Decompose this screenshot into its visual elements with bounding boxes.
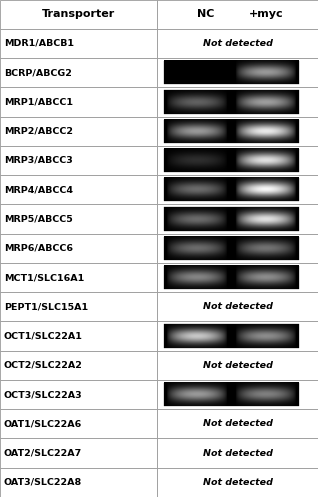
- Bar: [157, 204, 318, 234]
- Bar: [0, 409, 157, 438]
- Bar: [0, 263, 157, 292]
- Bar: [157, 380, 318, 409]
- Bar: [0, 58, 157, 87]
- Bar: [157, 175, 318, 204]
- Bar: [0, 117, 157, 146]
- Text: OCT1/SLC22A1: OCT1/SLC22A1: [4, 331, 83, 340]
- Text: MRP3/ABCC3: MRP3/ABCC3: [4, 156, 73, 165]
- Bar: [164, 120, 299, 143]
- Bar: [157, 438, 318, 468]
- Text: OAT3/SLC22A8: OAT3/SLC22A8: [4, 478, 82, 487]
- Bar: [157, 263, 318, 292]
- Bar: [164, 90, 299, 114]
- Text: Transporter: Transporter: [42, 9, 115, 19]
- Bar: [157, 0, 318, 29]
- Text: Not detected: Not detected: [203, 302, 273, 311]
- Bar: [0, 438, 157, 468]
- Text: OAT1/SLC22A6: OAT1/SLC22A6: [4, 419, 82, 428]
- Text: MRP1/ABCC1: MRP1/ABCC1: [4, 97, 73, 106]
- Bar: [164, 61, 299, 84]
- Text: BCRP/ABCG2: BCRP/ABCG2: [4, 68, 72, 77]
- Text: MRP2/ABCC2: MRP2/ABCC2: [4, 127, 73, 136]
- Text: Not detected: Not detected: [203, 449, 273, 458]
- Bar: [0, 204, 157, 234]
- Bar: [0, 380, 157, 409]
- Text: Not detected: Not detected: [203, 419, 273, 428]
- Bar: [164, 178, 299, 201]
- Bar: [164, 266, 299, 289]
- Bar: [164, 237, 299, 260]
- Bar: [157, 292, 318, 322]
- Text: MDR1/ABCB1: MDR1/ABCB1: [4, 39, 74, 48]
- Bar: [164, 325, 299, 348]
- Bar: [157, 58, 318, 87]
- Bar: [0, 292, 157, 322]
- Text: MRP4/ABCC4: MRP4/ABCC4: [4, 185, 73, 194]
- Bar: [157, 234, 318, 263]
- Bar: [157, 468, 318, 497]
- Bar: [0, 468, 157, 497]
- Bar: [157, 351, 318, 380]
- Text: Not detected: Not detected: [203, 39, 273, 48]
- Bar: [0, 87, 157, 117]
- Bar: [164, 149, 299, 172]
- Text: OCT3/SLC22A3: OCT3/SLC22A3: [4, 390, 82, 399]
- Bar: [0, 351, 157, 380]
- Text: Not detected: Not detected: [203, 478, 273, 487]
- Text: MRP6/ABCC6: MRP6/ABCC6: [4, 244, 73, 253]
- Text: PEPT1/SLC15A1: PEPT1/SLC15A1: [4, 302, 88, 311]
- Text: OAT2/SLC22A7: OAT2/SLC22A7: [4, 449, 82, 458]
- Bar: [0, 146, 157, 175]
- Text: +myc: +myc: [249, 9, 284, 19]
- Bar: [157, 29, 318, 58]
- Bar: [0, 175, 157, 204]
- Bar: [164, 383, 299, 406]
- Text: NC: NC: [197, 9, 214, 19]
- Bar: [157, 87, 318, 117]
- Bar: [157, 146, 318, 175]
- Bar: [0, 29, 157, 58]
- Bar: [0, 322, 157, 351]
- Bar: [0, 0, 157, 29]
- Bar: [157, 409, 318, 438]
- Bar: [164, 207, 299, 231]
- Text: Not detected: Not detected: [203, 361, 273, 370]
- Bar: [0, 234, 157, 263]
- Text: MCT1/SLC16A1: MCT1/SLC16A1: [4, 273, 84, 282]
- Text: OCT2/SLC22A2: OCT2/SLC22A2: [4, 361, 83, 370]
- Bar: [157, 117, 318, 146]
- Text: MRP5/ABCC5: MRP5/ABCC5: [4, 215, 73, 224]
- Bar: [157, 322, 318, 351]
